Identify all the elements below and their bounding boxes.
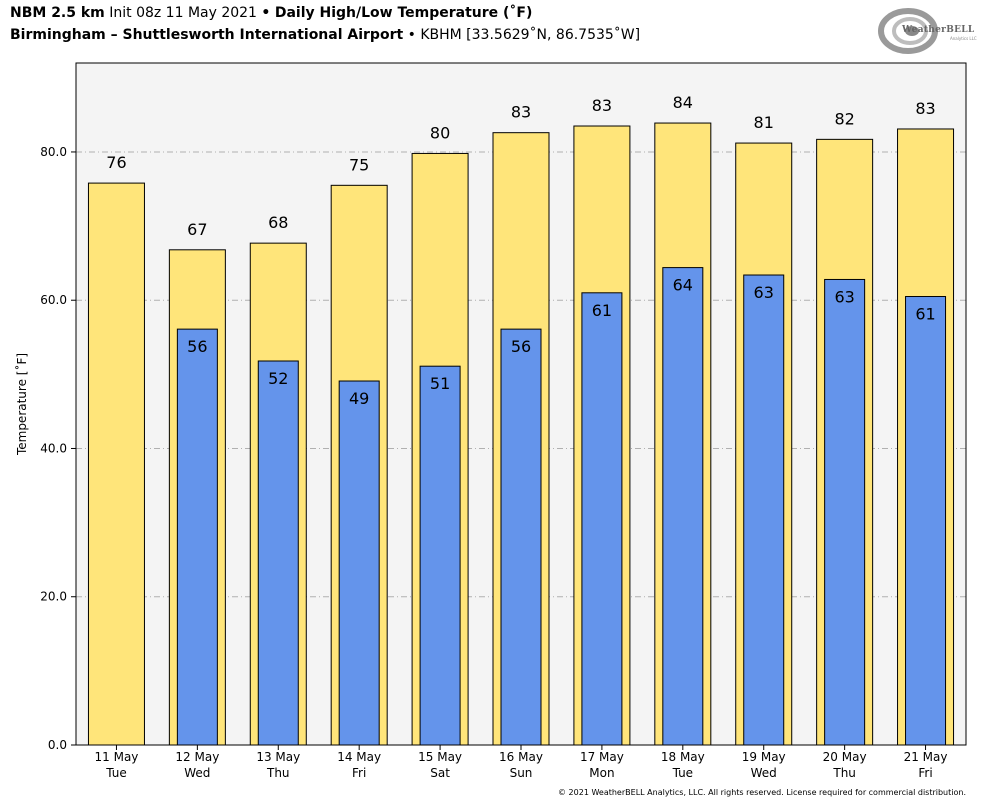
- y-tick-label: 40.0: [40, 441, 67, 455]
- low-temp-bar: [419, 365, 461, 746]
- low-temp-label: 51: [430, 374, 450, 393]
- value-labels: 76 67 56 68 52 75 49 80 51 83 56 83 61 84 64 81 63 82 63 83…: [106, 93, 935, 408]
- x-tick-label-date: 20 May: [823, 750, 867, 764]
- low-temp-label: 52: [268, 369, 288, 388]
- high-temp-bar: [87, 182, 145, 746]
- x-tick-label-day: Tue: [672, 766, 694, 780]
- title-line-1: NBM 2.5 km Init 08z 11 May 2021 • Daily …: [10, 5, 532, 21]
- low-temp-bar: [581, 292, 623, 746]
- station-info: KBHM [33.5629˚N, 86.7535˚W]: [420, 27, 641, 43]
- x-tick-label-day: Mon: [589, 766, 614, 780]
- low-temp-bar: [500, 328, 542, 746]
- x-tick-label-date: 11 May: [95, 750, 139, 764]
- x-tick-label-date: 12 May: [175, 750, 219, 764]
- y-tick-label: 20.0: [40, 590, 67, 604]
- x-tick-label-day: Wed: [751, 766, 777, 780]
- low-temp-bar: [176, 328, 218, 746]
- low-temp-bar: [257, 360, 299, 746]
- x-tick-label-date: 19 May: [742, 750, 786, 764]
- y-tick-label: 60.0: [40, 293, 67, 307]
- low-temp-label: 61: [915, 305, 935, 324]
- low-temp-bar: [824, 278, 866, 746]
- low-temp-bar: [905, 296, 947, 746]
- separator: •: [407, 27, 416, 43]
- x-tick-label-date: 16 May: [499, 750, 543, 764]
- x-tick-label-date: 18 May: [661, 750, 705, 764]
- logo-swirl-icon: [878, 8, 938, 54]
- low-temp-bar: [662, 267, 704, 746]
- x-tick-label-date: 15 May: [418, 750, 462, 764]
- low-temp-label: 63: [754, 283, 774, 302]
- x-tick-label-day: Thu: [266, 766, 290, 780]
- y-axis-label: Temperature [˚F]: [14, 353, 29, 456]
- x-tick-label-date: 17 May: [580, 750, 624, 764]
- x-tick-label-day: Thu: [832, 766, 856, 780]
- init-time: Init 08z 11 May 2021: [109, 5, 257, 21]
- x-tick-label-date: 14 May: [337, 750, 381, 764]
- high-temp-label: 67: [187, 220, 207, 239]
- x-tick-label-day: Wed: [184, 766, 210, 780]
- low-temp-bar: [338, 380, 380, 746]
- high-temp-label: 76: [106, 153, 126, 172]
- high-temp-label: 83: [915, 99, 935, 118]
- high-temp-label: 81: [754, 113, 774, 132]
- low-temp-label: 61: [592, 301, 612, 320]
- x-tick-label-day: Fri: [352, 766, 366, 780]
- low-temp-label: 56: [511, 337, 531, 356]
- high-temp-label: 84: [673, 93, 693, 112]
- low-temp-bar: [743, 274, 785, 746]
- high-temp-label: 83: [592, 96, 612, 115]
- low-temp-label: 49: [349, 389, 369, 408]
- low-temp-label: 63: [834, 287, 854, 306]
- model-name: NBM 2.5 km: [10, 5, 105, 21]
- high-temp-label: 83: [511, 103, 531, 122]
- y-tick-label: 80.0: [40, 145, 67, 159]
- x-tick-label-date: 13 May: [256, 750, 300, 764]
- x-axis: 11 May Tue 12 May Wed 13 May Thu 14 May Fri 15 M…: [95, 745, 948, 780]
- location-name: Birmingham – Shuttlesworth International…: [10, 27, 404, 43]
- high-temp-label: 68: [268, 213, 288, 232]
- low-temp-label: 64: [673, 276, 693, 295]
- x-tick-label-day: Sun: [510, 766, 533, 780]
- y-tick-label: 0.0: [48, 738, 67, 752]
- separator: •: [261, 5, 271, 21]
- product-title: Daily High/Low Temperature (˚F): [274, 5, 533, 21]
- y-axis: 0.0 20.0 40.0 60.0 80.0: [40, 145, 76, 752]
- x-tick-label-date: 21 May: [904, 750, 948, 764]
- high-temp-label: 80: [430, 123, 450, 142]
- logo-subtext: Analytics LLC: [950, 36, 977, 41]
- high-temp-label: 75: [349, 155, 369, 174]
- weatherbell-logo: WeatherBELL Analytics LLC: [878, 5, 977, 55]
- x-tick-label-day: Sat: [430, 766, 450, 780]
- bars: [87, 122, 955, 746]
- low-temp-label: 56: [187, 337, 207, 356]
- title-line-2: Birmingham – Shuttlesworth International…: [10, 27, 640, 43]
- high-temp-label: 82: [834, 109, 854, 128]
- copyright-footer: © 2021 WeatherBELL Analytics, LLC. All r…: [558, 788, 966, 797]
- x-tick-label-day: Tue: [105, 766, 127, 780]
- logo-text: WeatherBELL: [902, 25, 975, 35]
- x-tick-label-day: Fri: [918, 766, 932, 780]
